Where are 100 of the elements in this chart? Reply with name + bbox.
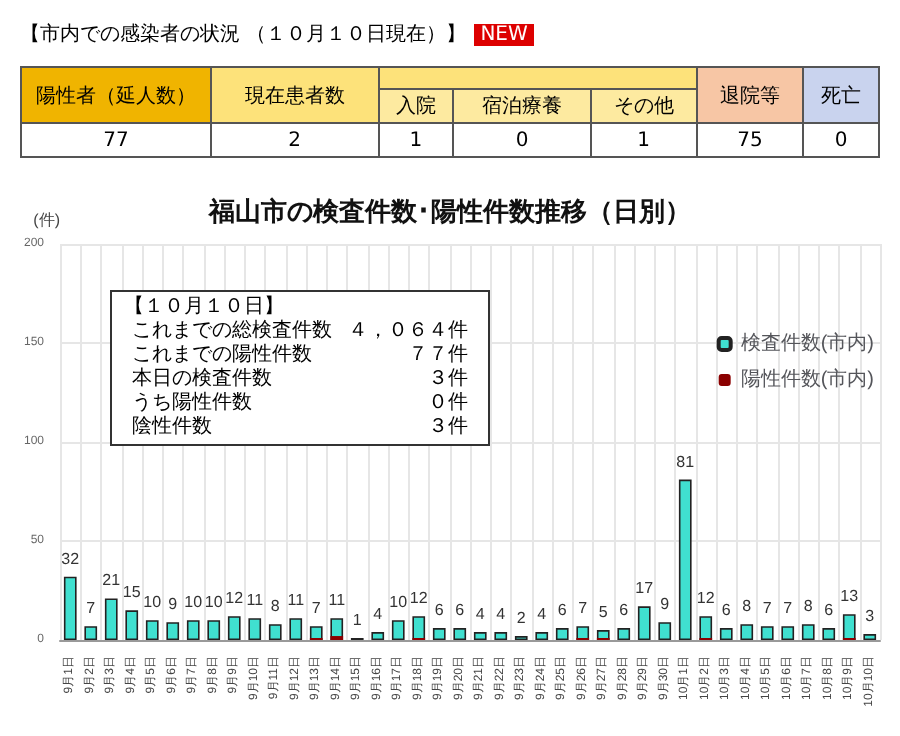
bar	[309, 626, 323, 640]
bar	[576, 626, 590, 640]
text: 0	[453, 123, 591, 157]
annotation: これまでの総検査件数	[130, 320, 334, 343]
bar	[863, 634, 877, 640]
annotation: ７７件	[406, 344, 470, 368]
data-label: 9	[168, 595, 179, 614]
data-label: 12	[225, 589, 245, 608]
data-label: 7	[578, 599, 589, 618]
bar	[186, 620, 200, 640]
bar	[842, 614, 856, 640]
data-label: 4	[537, 605, 548, 624]
data-label: 1	[352, 611, 363, 630]
chart-title: 福山市の検査件数･陽性件数推移（日別）	[207, 196, 691, 226]
text: 75	[696, 123, 804, 157]
data-label: 6	[557, 601, 568, 620]
bar	[268, 624, 282, 640]
data-label: 10	[389, 593, 409, 612]
bar	[781, 626, 795, 640]
bar	[658, 622, 672, 640]
bar	[289, 618, 303, 640]
bar	[637, 606, 651, 640]
bar	[535, 632, 549, 640]
legend-label: 陽性件数(市内)	[740, 367, 875, 391]
data-label: 12	[409, 589, 429, 608]
bar	[166, 622, 180, 640]
data-label: 10	[204, 593, 224, 612]
data-label: 12	[696, 589, 716, 608]
bar	[248, 618, 262, 640]
annotation: 陰性件数	[130, 416, 214, 440]
bar	[432, 628, 446, 640]
legend-label: 検査件数(市内)	[740, 331, 875, 355]
data-label: 3	[865, 607, 876, 626]
data-label: 11	[287, 591, 306, 610]
text: 入院	[378, 89, 454, 123]
data-label: 6	[721, 601, 732, 620]
data-label: 7	[762, 599, 773, 618]
data-label: 7	[783, 599, 794, 618]
data-label: 7	[311, 599, 322, 618]
bar	[371, 632, 385, 640]
data-label: 11	[328, 591, 347, 610]
bar	[740, 624, 754, 640]
bar	[207, 620, 221, 640]
data-label: 5	[598, 603, 609, 622]
annotation: 【１０月１０日】	[124, 296, 286, 319]
text: 1	[590, 123, 697, 157]
data-label: 6	[619, 601, 630, 620]
text: NEW	[474, 24, 534, 46]
data-label: 2	[516, 609, 527, 628]
data-label: 10	[184, 593, 204, 612]
bar	[227, 616, 241, 640]
bar	[104, 598, 118, 640]
data-label: 11	[246, 591, 265, 610]
data-label: 32	[61, 549, 81, 568]
bar	[555, 628, 569, 640]
annotation: ３件	[426, 368, 470, 392]
data-label: 10	[143, 593, 163, 612]
bar	[84, 626, 98, 640]
data-label: 8	[803, 597, 814, 616]
y-axis-title: (件)	[33, 211, 61, 229]
bar	[412, 616, 426, 640]
data-label: 4	[373, 605, 384, 624]
text: その他	[590, 89, 697, 123]
text: 死亡	[803, 67, 879, 123]
text: 1	[378, 123, 454, 157]
text: 現在患者数	[211, 67, 378, 123]
data-label: 6	[455, 601, 466, 620]
data-label: 15	[122, 583, 142, 602]
text: 0	[803, 123, 879, 157]
bar	[63, 576, 77, 640]
data-label: 17	[635, 579, 655, 598]
bar	[145, 620, 159, 640]
bar	[391, 620, 405, 640]
bar	[494, 632, 508, 640]
annotation: これまでの陽性件数	[130, 344, 314, 367]
text: 【市内での感染者の状況 （１０月１０日現在）】	[20, 24, 467, 46]
data-label: 9	[660, 595, 671, 614]
data-label: 7	[86, 599, 97, 618]
annotation: ０件	[426, 392, 470, 416]
annotation: ４，０６４件	[346, 320, 470, 344]
bar	[801, 624, 815, 640]
text: 2	[211, 123, 378, 157]
annotation: ３件	[426, 416, 470, 440]
text: 陽性者（延人数）	[21, 67, 211, 123]
data-label: 8	[270, 597, 281, 616]
data-label: 6	[434, 601, 445, 620]
data-label: 81	[676, 452, 696, 471]
bar	[719, 628, 733, 640]
data-label: 21	[102, 571, 122, 590]
data-label: 13	[840, 587, 860, 606]
bar	[125, 610, 139, 640]
bar	[822, 628, 836, 640]
annotation: うち陽性件数	[130, 392, 254, 415]
text: 宿泊療養	[453, 89, 591, 123]
data-label: 6	[824, 601, 835, 620]
data-label: 4	[475, 605, 486, 624]
bar	[760, 626, 774, 640]
bar	[678, 479, 692, 640]
bar	[617, 628, 631, 640]
bar	[453, 628, 467, 640]
